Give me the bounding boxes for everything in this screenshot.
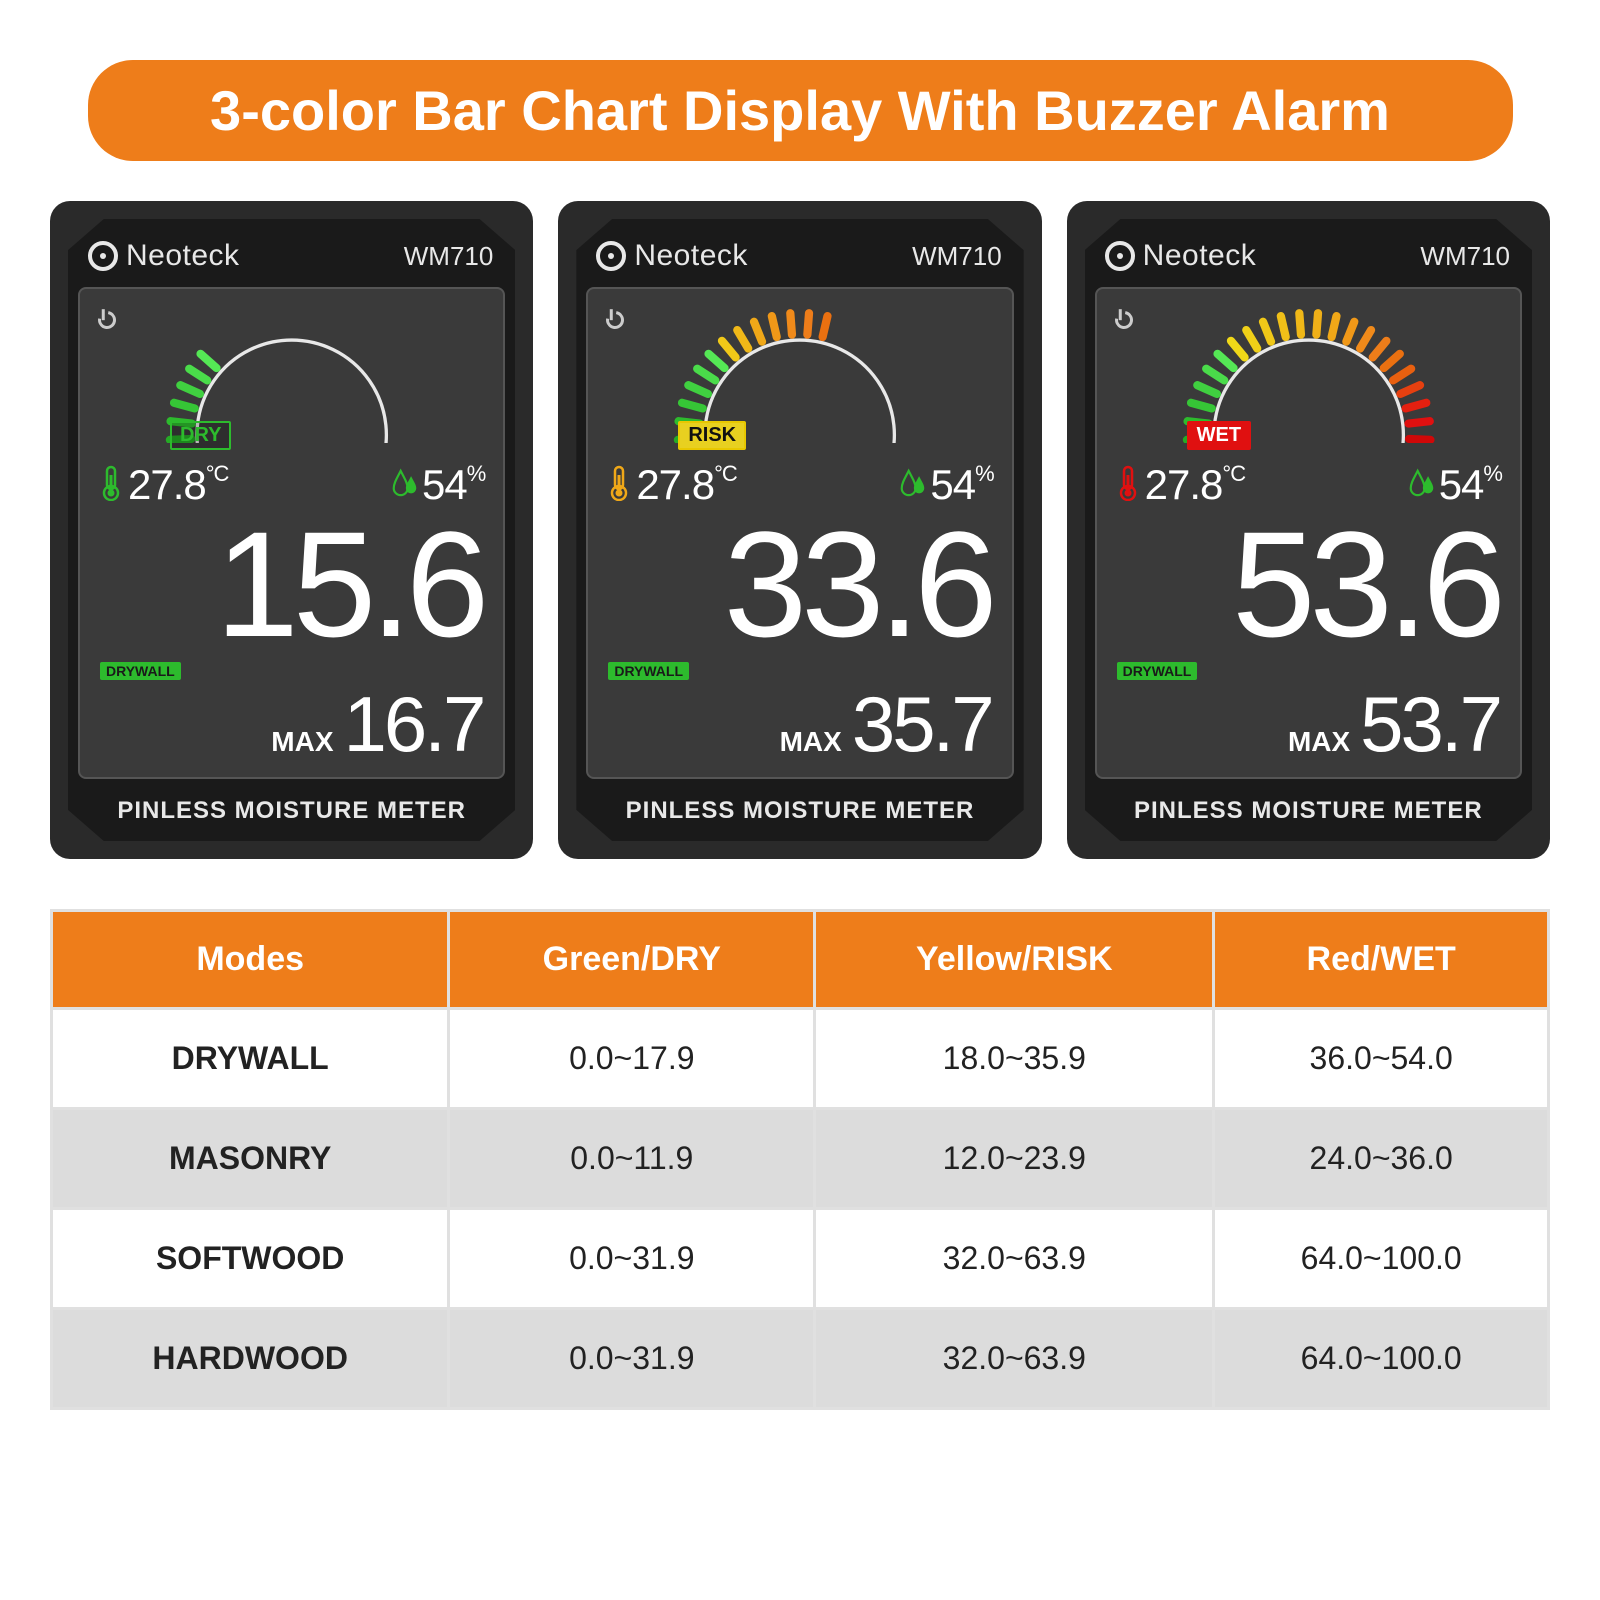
brand-text: Neoteck (634, 239, 748, 273)
model-label: WM710 (912, 241, 1002, 272)
table-cell: 24.0~36.0 (1214, 1109, 1549, 1209)
table-cell: 18.0~35.9 (815, 1009, 1214, 1109)
status-badge: RISK (678, 421, 746, 450)
brand-text: Neoteck (126, 239, 240, 273)
main-reading: 33.6 (600, 509, 999, 659)
brand-logo: Neoteck (88, 239, 240, 273)
brand-ring-icon (88, 241, 118, 271)
max-value: 35.7 (852, 685, 992, 763)
device-footer: PINLESS MOISTURE METER (1095, 779, 1522, 831)
device-footer: PINLESS MOISTURE METER (586, 779, 1013, 831)
main-reading: 15.6 (92, 509, 491, 659)
temperature-reading: 27.8°C (98, 461, 228, 509)
brand-ring-icon (1105, 241, 1135, 271)
table-row: DRYWALL0.0~17.918.0~35.936.0~54.0 (52, 1009, 1549, 1109)
brand-logo: Neoteck (1105, 239, 1257, 273)
brand-text: Neoteck (1143, 239, 1257, 273)
temperature-reading: 27.8°C (606, 461, 736, 509)
table-cell: MASONRY (52, 1109, 449, 1209)
table-row: HARDWOOD0.0~31.932.0~63.964.0~100.0 (52, 1309, 1549, 1409)
table-header: Yellow/RISK (815, 911, 1214, 1009)
max-value: 53.7 (1360, 685, 1500, 763)
table-cell: 32.0~63.9 (815, 1309, 1214, 1409)
status-badge: DRY (170, 421, 231, 450)
table-header: Red/WET (1214, 911, 1549, 1009)
table-row: MASONRY0.0~11.912.0~23.924.0~36.0 (52, 1109, 1549, 1209)
thermometer-icon (1115, 465, 1141, 506)
table-header: Modes (52, 911, 449, 1009)
brand-ring-icon (596, 241, 626, 271)
max-value: 16.7 (344, 685, 484, 763)
table-cell: SOFTWOOD (52, 1209, 449, 1309)
table-cell: HARDWOOD (52, 1309, 449, 1409)
mode-badge: DRYWALL (1117, 662, 1198, 680)
device-footer: PINLESS MOISTURE METER (78, 779, 505, 831)
lcd-screen: 0 100 DRY 27.8°C 54% 15.6 DRYWALL (78, 287, 505, 779)
page-title: 3-color Bar Chart Display With Buzzer Al… (88, 60, 1513, 161)
table-cell: 0.0~11.9 (449, 1109, 815, 1209)
status-badge: WET (1187, 421, 1251, 450)
thermometer-icon (606, 465, 632, 506)
device-2: Neoteck WM710 0 100 WET 27.8°C 54% (1067, 201, 1550, 859)
table-cell: 64.0~100.0 (1214, 1209, 1549, 1309)
table-cell: 12.0~23.9 (815, 1109, 1214, 1209)
device-0: Neoteck WM710 0 100 DRY 27.8°C 54% (50, 201, 533, 859)
devices-row: Neoteck WM710 0 100 DRY 27.8°C 54% (50, 201, 1550, 859)
table-cell: 0.0~17.9 (449, 1009, 815, 1109)
mode-badge: DRYWALL (608, 662, 689, 680)
brand-logo: Neoteck (596, 239, 748, 273)
main-reading: 53.6 (1109, 509, 1508, 659)
table-cell: 0.0~31.9 (449, 1309, 815, 1409)
table-cell: 0.0~31.9 (449, 1209, 815, 1309)
temperature-reading: 27.8°C (1115, 461, 1245, 509)
modes-table: ModesGreen/DRYYellow/RISKRed/WET DRYWALL… (50, 909, 1550, 1410)
model-label: WM710 (404, 241, 494, 272)
max-label: MAX (780, 726, 842, 758)
device-1: Neoteck WM710 0 100 RISK 27.8°C 54% (558, 201, 1041, 859)
mode-badge: DRYWALL (100, 662, 181, 680)
max-label: MAX (271, 726, 333, 758)
lcd-screen: 0 100 RISK 27.8°C 54% 33.6 DRYWALL (586, 287, 1013, 779)
table-row: SOFTWOOD0.0~31.932.0~63.964.0~100.0 (52, 1209, 1549, 1309)
table-cell: 32.0~63.9 (815, 1209, 1214, 1309)
thermometer-icon (98, 465, 124, 506)
table-cell: 36.0~54.0 (1214, 1009, 1549, 1109)
model-label: WM710 (1420, 241, 1510, 272)
table-header: Green/DRY (449, 911, 815, 1009)
max-label: MAX (1288, 726, 1350, 758)
table-cell: 64.0~100.0 (1214, 1309, 1549, 1409)
table-cell: DRYWALL (52, 1009, 449, 1109)
lcd-screen: 0 100 WET 27.8°C 54% 53.6 DRYWALL (1095, 287, 1522, 779)
